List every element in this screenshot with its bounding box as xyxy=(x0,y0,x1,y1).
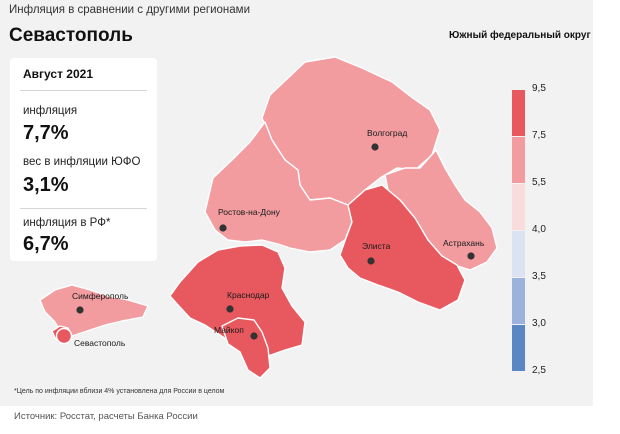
inflation-value: 7,7% xyxy=(23,122,69,144)
legend-bin xyxy=(512,184,525,230)
label-rostov: Ростов-на-Дону xyxy=(218,207,281,217)
city-dot-elista xyxy=(367,257,375,265)
city-dot-volgograd xyxy=(371,143,379,151)
label-astrakhan: Астрахань xyxy=(443,238,485,248)
city-dot-rostov xyxy=(219,224,227,232)
subtitle: Инфляция в сравнении с другими регионами xyxy=(9,4,250,16)
city-dot-simferopol xyxy=(76,306,84,314)
legend-bin xyxy=(512,137,525,183)
label-volgograd: Волгоград xyxy=(367,128,407,138)
footnote: *Цель по инфляции вблизи 4% установлена … xyxy=(14,388,225,395)
page-title: Севастополь xyxy=(9,25,133,46)
city-dot-krasnodar xyxy=(226,305,234,313)
city-dot-maykop xyxy=(250,332,258,340)
legend-label: 4,0 xyxy=(532,224,546,235)
label-simferopol: Симферополь xyxy=(72,291,129,301)
russia-inflation-label: инфляция в РФ* xyxy=(23,217,111,229)
legend-label: 9,5 xyxy=(532,83,546,94)
legend-bin xyxy=(512,278,525,324)
region-kalmykia[interactable] xyxy=(339,184,466,311)
info-box: Август 2021 инфляция 7,7% вес в инфляции… xyxy=(10,58,157,261)
info-divider xyxy=(20,208,147,209)
label-maykop: Майкоп xyxy=(214,325,244,335)
legend-label: 3,0 xyxy=(532,318,546,329)
region-krasnodar[interactable] xyxy=(169,244,306,357)
sevastopol-marker[interactable] xyxy=(55,327,73,345)
legend-bin xyxy=(512,231,525,277)
legend-label: 5,5 xyxy=(532,177,546,188)
label-elista: Элиста xyxy=(362,241,391,251)
district-label: Южный федеральный округ xyxy=(449,30,591,41)
legend-bin xyxy=(512,325,525,371)
russia-inflation-value: 6,7% xyxy=(23,233,69,255)
info-divider xyxy=(20,90,147,91)
weight-value: 3,1% xyxy=(23,174,69,196)
legend-label: 3,5 xyxy=(532,271,546,282)
legend-label: 2,5 xyxy=(532,365,546,376)
legend-bin xyxy=(512,90,525,136)
city-dot-astrakhan xyxy=(467,252,475,260)
inflation-label: инфляция xyxy=(23,105,78,117)
region-adygea[interactable] xyxy=(221,317,271,379)
weight-label: вес в инфляции ЮФО xyxy=(23,156,141,168)
source-note: Источник: Росстат, расчеты Банка России xyxy=(14,411,198,422)
legend-label: 7,5 xyxy=(532,130,546,141)
label-sevastopol: Севастополь xyxy=(74,338,126,348)
info-month: Август 2021 xyxy=(23,67,93,81)
label-krasnodar: Краснодар xyxy=(227,290,270,300)
legend-bar xyxy=(512,90,525,371)
